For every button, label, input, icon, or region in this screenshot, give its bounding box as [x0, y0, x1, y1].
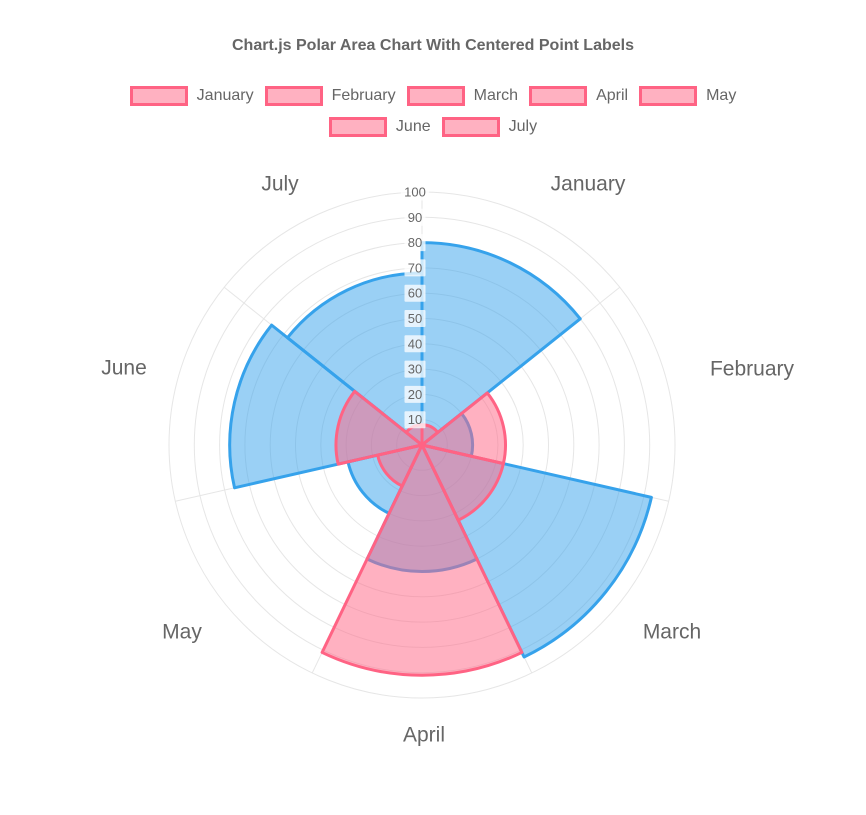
tick-backdrop-10: [404, 411, 426, 429]
tick-backdrop-80: [404, 234, 426, 252]
point-label-march: March: [643, 621, 701, 644]
legend-label-april: April: [596, 87, 629, 104]
legend-row-2: June July: [328, 117, 538, 137]
tick-label-90: 90: [408, 210, 422, 225]
tick-backdrop-20: [404, 385, 426, 403]
legend-swatch-june: [328, 117, 387, 137]
tick-backdrop-30: [404, 360, 426, 378]
legend-item-april[interactable]: April: [529, 86, 628, 106]
tick-backdrop-70: [404, 259, 426, 277]
tick-label-100: 100: [404, 185, 426, 200]
tick-backdrop-60: [404, 284, 426, 302]
sector-pink-february: [420, 391, 507, 466]
chart-title: Chart.js Polar Area Chart With Centered …: [231, 37, 634, 54]
tick-label-70: 70: [408, 260, 422, 275]
legend-swatch-may: [639, 86, 698, 106]
legend: January February March April May June July: [0, 86, 866, 137]
legend-item-july[interactable]: July: [441, 117, 538, 137]
legend-swatch-march: [406, 86, 465, 106]
legend-label-june: June: [395, 118, 431, 135]
legend-label-february: February: [331, 87, 396, 104]
point-label-june: June: [101, 357, 147, 380]
sector-pink-march: [420, 443, 505, 522]
legend-swatch-april: [529, 86, 588, 106]
sector-blue-january: [420, 241, 582, 447]
point-label-july: July: [261, 173, 299, 196]
legend-item-june[interactable]: June: [328, 117, 431, 137]
tick-backdrop-40: [404, 335, 426, 353]
legend-label-july: July: [508, 118, 538, 135]
tick-label-30: 30: [408, 362, 422, 377]
tick-label-10: 10: [408, 412, 422, 427]
legend-item-may[interactable]: May: [639, 86, 736, 106]
point-label-february: February: [710, 358, 795, 381]
sector-pink-june: [334, 389, 424, 466]
legend-item-january[interactable]: January: [129, 86, 254, 106]
point-label-january: January: [551, 173, 626, 196]
legend-label-may: May: [706, 87, 737, 104]
legend-label-march: March: [473, 87, 519, 104]
point-label-may: May: [162, 621, 202, 644]
legend-swatch-july: [441, 117, 500, 137]
legend-item-march[interactable]: March: [406, 86, 519, 106]
legend-item-february[interactable]: February: [264, 86, 396, 106]
tick-backdrop-90: [404, 208, 426, 226]
tick-label-80: 80: [408, 235, 422, 250]
legend-swatch-february: [264, 86, 323, 106]
tick-backdrop-50: [404, 310, 426, 327]
legend-label-january: January: [196, 87, 254, 104]
tick-label-40: 40: [408, 336, 422, 351]
legend-row-1: January February March April May: [129, 86, 736, 106]
legend-swatch-january: [129, 86, 188, 106]
tick-backdrop-100: [400, 183, 430, 201]
tick-label-50: 50: [408, 311, 422, 326]
sector-pink-april: [320, 443, 524, 677]
tick-label-60: 60: [408, 286, 422, 301]
tick-label-20: 20: [408, 387, 422, 402]
point-label-april: April: [403, 724, 445, 747]
